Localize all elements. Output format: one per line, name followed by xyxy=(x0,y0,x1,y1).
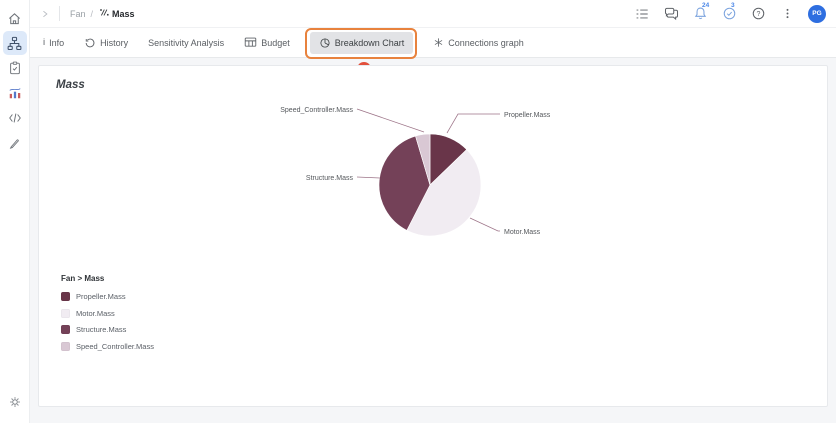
legend-swatch xyxy=(61,308,70,318)
sidebar-item-scripting[interactable] xyxy=(3,106,27,130)
table-icon xyxy=(244,36,257,49)
legend-items: Propeller.Mass Motor.Mass Structure.Mass Sp… xyxy=(61,292,154,351)
main-column: Fan / Mass 24 3 ? xyxy=(30,0,836,423)
tab-info-label: Info xyxy=(49,37,65,48)
callout-speed-controller: Speed_Controller.Mass xyxy=(280,107,353,114)
tab-history[interactable]: History xyxy=(84,37,128,49)
tasks-badge: 3 xyxy=(731,1,735,9)
sidebar-item-settings[interactable] xyxy=(3,390,27,414)
breadcrumb-project[interactable]: Fan xyxy=(70,8,86,19)
breadcrumb-separator: / xyxy=(90,8,94,19)
tab-breakdown-label: Breakdown Chart xyxy=(334,37,405,48)
pie-slice-Structure.Mass xyxy=(378,135,431,231)
app-sidebar xyxy=(0,0,30,423)
sidebar-item-analyses[interactable] xyxy=(3,81,27,105)
legend-label: Speed_Controller.Mass xyxy=(76,341,154,351)
sidebar-item-model-tree[interactable] xyxy=(2,31,27,55)
legend-item: Speed_Controller.Mass xyxy=(61,341,154,351)
breadcrumb-item-label: Mass xyxy=(112,8,135,19)
kebab-menu-icon[interactable] xyxy=(779,6,795,22)
pie-slice-Speed_Controller.Mass xyxy=(415,133,431,186)
leader-line xyxy=(356,176,381,179)
legend-label: Structure.Mass xyxy=(76,325,127,334)
legend-label: Propeller.Mass xyxy=(76,292,126,301)
pie-slices xyxy=(378,133,482,237)
legend-title: Fan > Mass xyxy=(61,274,105,283)
legend-item: Structure.Mass xyxy=(61,325,154,334)
variable-icon xyxy=(98,7,109,20)
notifications-badge: 24 xyxy=(702,1,710,9)
leader-line xyxy=(469,217,500,232)
leader-line xyxy=(446,113,500,134)
tab-history-label: History xyxy=(100,37,129,48)
legend-item: Propeller.Mass xyxy=(61,292,154,301)
asterisk-icon xyxy=(433,37,444,48)
breadcrumb-divider xyxy=(59,6,60,21)
tasks-check-icon[interactable]: 3 xyxy=(721,2,737,22)
comments-icon[interactable] xyxy=(663,6,679,22)
legend-swatch xyxy=(61,341,70,351)
legend-swatch xyxy=(61,325,70,334)
notifications-bell-icon[interactable]: 24 xyxy=(692,2,709,22)
tab-info[interactable]: i Info xyxy=(43,37,64,48)
home-icon xyxy=(7,11,22,26)
breadcrumb-current: Mass xyxy=(98,7,135,20)
chart-title: Mass xyxy=(56,79,85,91)
tab-sensitivity-analysis[interactable]: Sensitivity Analysis xyxy=(148,38,224,48)
tabbar: i Info History Sensitivity Analysis Budg… xyxy=(30,27,836,76)
content-area: Mass Speed_Controller.Mass Propeller.Mas… xyxy=(30,58,836,423)
sidebar-item-home[interactable] xyxy=(3,6,27,30)
clipboard-icon xyxy=(8,61,22,75)
pie-chart: Speed_Controller.Mass Propeller.Mass Str… xyxy=(280,107,551,237)
gear-icon xyxy=(8,395,22,409)
legend-swatch xyxy=(61,292,70,301)
pie-chart-icon xyxy=(319,37,331,49)
chart-legend: Fan > Mass Propeller.Mass Motor.Mass Struc… xyxy=(61,274,154,358)
callout-structure: Structure.Mass xyxy=(306,175,354,182)
sidebar-item-edit[interactable] xyxy=(3,131,27,155)
help-icon[interactable]: ? xyxy=(750,6,766,22)
tab-budget[interactable]: Budget xyxy=(244,36,290,49)
pen-icon xyxy=(8,137,21,150)
legend-label: Motor.Mass xyxy=(76,308,115,318)
leader-line xyxy=(356,108,425,133)
tab-sensitivity-label: Sensitivity Analysis xyxy=(148,37,225,48)
svg-text:?: ? xyxy=(756,11,760,18)
callout-propeller: Propeller.Mass xyxy=(504,112,551,119)
analytics-chart-icon xyxy=(8,86,22,100)
hierarchy-tree-icon xyxy=(7,36,22,51)
tab-breakdown-chart[interactable]: Breakdown Chart 1 xyxy=(304,27,418,76)
tab-connections-graph[interactable]: Connections graph xyxy=(433,37,524,48)
tab-budget-label: Budget xyxy=(261,37,290,48)
callout-motor: Motor.Mass xyxy=(504,229,541,236)
legend-item: Motor.Mass xyxy=(61,308,154,318)
topbar-actions: 24 3 ? PG xyxy=(634,2,826,23)
sidebar-item-requirements[interactable] xyxy=(3,56,27,80)
code-icon xyxy=(8,111,22,125)
topbar: Fan / Mass 24 3 ? xyxy=(30,0,836,28)
tab-connections-label: Connections graph xyxy=(448,37,524,48)
user-avatar[interactable]: PG xyxy=(808,4,826,23)
sidebar-expand-arrow-icon[interactable] xyxy=(38,7,52,21)
pie-slice-Motor.Mass xyxy=(406,149,482,237)
info-icon: i xyxy=(43,37,46,48)
breakdown-chart-card: Mass Speed_Controller.Mass Propeller.Mas… xyxy=(38,65,828,407)
task-list-icon[interactable] xyxy=(634,6,650,22)
history-icon xyxy=(84,37,96,49)
